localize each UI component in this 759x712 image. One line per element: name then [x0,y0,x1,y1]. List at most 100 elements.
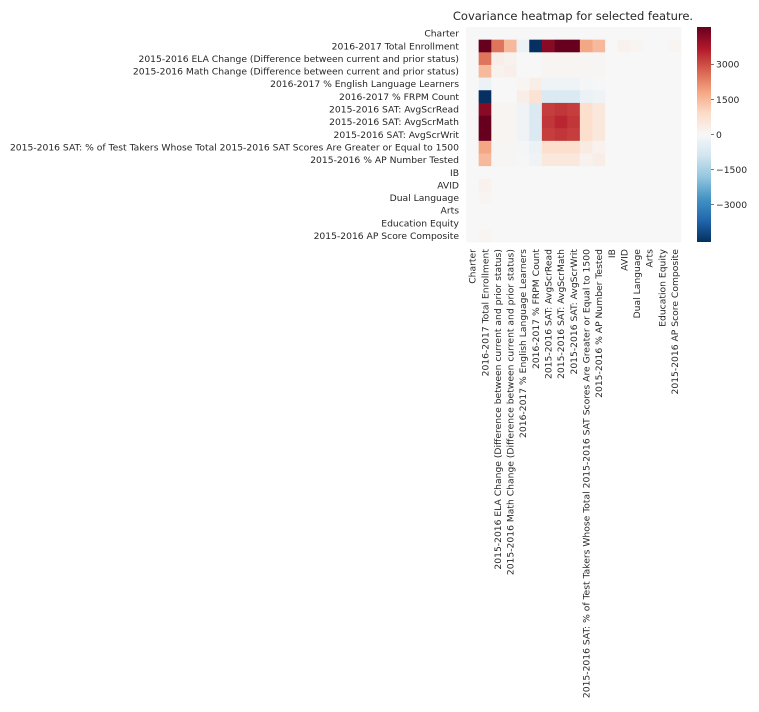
heatmap-cell [541,153,555,167]
heatmap-cell [643,77,657,91]
heatmap-cell [579,90,593,104]
heatmap-cell [592,128,606,142]
heatmap-cell [478,128,492,142]
heatmap-cell [567,52,581,66]
heatmap-cell [643,166,657,180]
heatmap-cell [541,27,555,40]
heatmap-cell [579,153,593,167]
y-tick-label: 2015-2016 AP Score Composite [314,231,460,242]
heatmap-cell [503,27,517,40]
heatmap-cell [529,229,543,243]
heatmap-cell [617,77,631,91]
heatmap-cell [643,27,657,40]
heatmap-cell [592,191,606,205]
heatmap-cell [466,77,479,91]
heatmap-cell [630,140,644,154]
y-tick-label: 2015-2016 SAT: % of Test Takers Whose To… [10,142,459,153]
heatmap-cell [668,128,682,142]
heatmap-cell [541,39,555,53]
heatmap-cell [617,140,631,154]
heatmap-cell [541,64,555,78]
heatmap-cell [668,102,682,116]
y-tick-label: 2016-2017 % English Language Learners [270,79,459,90]
heatmap-cell [516,178,530,192]
heatmap-cell [529,166,543,180]
heatmap-cell [617,39,631,53]
heatmap-cell [541,204,555,218]
heatmap-cell [478,191,492,205]
heatmap-cell [491,178,505,192]
heatmap-cell [541,102,555,116]
heatmap-cell [592,229,606,243]
heatmap-cell [630,39,644,53]
heatmap-cell [605,191,619,205]
heatmap-cell [567,140,581,154]
heatmap-cell [503,178,517,192]
heatmap-cell [554,204,568,218]
heatmap-cell [668,39,682,53]
heatmap-cell [567,229,581,243]
colorbar-tick-label: −1500 [716,165,747,176]
heatmap-cell [617,90,631,104]
heatmap-cell [503,102,517,116]
heatmap-cell [491,153,505,167]
heatmap-cell [503,229,517,243]
y-tick-label: 2016-2017 Total Enrollment [332,41,460,52]
heatmap-cell [643,128,657,142]
y-tick-label: Arts [441,206,460,217]
heatmap-cell [630,52,644,66]
heatmap-cell [605,102,619,116]
heatmap-cell [617,178,631,192]
heatmap-cell [643,140,657,154]
y-tick-label: 2015-2016 ELA Change (Difference between… [138,54,459,65]
heatmap-cell [668,153,682,167]
heatmap-cell [617,52,631,66]
heatmap-cell [478,204,492,218]
x-axis-tick-labels: Charter 2016-2017 Total Enrollment 2015-20… [468,248,681,698]
heatmap-cell [655,178,669,192]
heatmap-cell [478,77,492,91]
heatmap-cell [567,128,581,142]
heatmap-cell [567,191,581,205]
heatmap-cell [605,128,619,142]
heatmap-cell [466,153,479,167]
heatmap-cell [541,191,555,205]
heatmap-cell [529,204,543,218]
heatmap-cell [491,64,505,78]
heatmap-cell [541,115,555,129]
heatmap-cell [516,229,530,243]
heatmap-cell [554,90,568,104]
heatmap-cell [655,128,669,142]
heatmap-cell [466,90,479,104]
x-tick-label: 2015-2016 ELA Change (Difference between… [493,249,504,570]
heatmap-cell [466,204,479,218]
heatmap-cell [668,166,682,180]
heatmap-cell [491,191,505,205]
heatmap-cell [541,166,555,180]
heatmap-cell [605,216,619,230]
heatmap-cell [630,77,644,91]
heatmap-cell [529,191,543,205]
y-tick-label: 2015-2016 SAT: AvgScrWrit [334,130,460,141]
heatmap-cell [503,216,517,230]
heatmap-cell [466,39,479,53]
heatmap-cell [529,115,543,129]
heatmap-cell [541,140,555,154]
heatmap-cell [605,178,619,192]
heatmap-cell [503,52,517,66]
heatmap-cell [630,153,644,167]
heatmap-cell [466,64,479,78]
heatmap-cell [655,102,669,116]
heatmap-cell [617,191,631,205]
heatmap-cell [617,128,631,142]
heatmap-cell [567,166,581,180]
heatmap-cell [478,64,492,78]
heatmap-cell [579,39,593,53]
heatmap-cell [579,115,593,129]
heatmap-cell [592,204,606,218]
heatmap-cell [643,90,657,104]
heatmap-cell [466,216,479,230]
y-tick-label: 2015-2016 Math Change (Difference betwee… [133,67,459,78]
heatmap-cell [617,102,631,116]
heatmap-cell [567,216,581,230]
